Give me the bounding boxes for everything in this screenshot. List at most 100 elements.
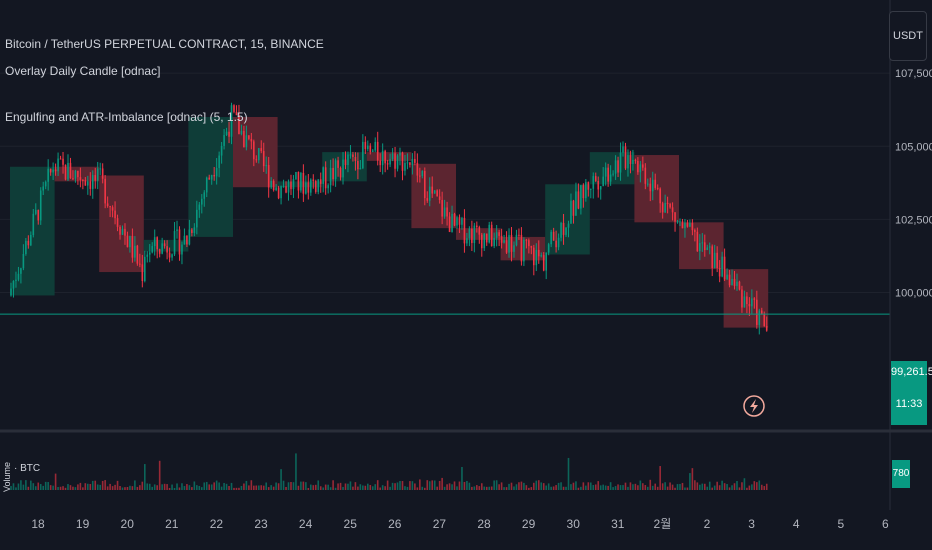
candle-body [374,141,377,151]
volume-bar [369,485,372,490]
volume-bar [453,481,456,490]
volume-bar [733,483,736,490]
candle-body [733,278,736,286]
candle-body [751,298,753,307]
candle-body [666,202,669,204]
candle-body [681,221,684,229]
volume-bar [741,482,743,490]
volume-bar [513,486,515,490]
volume-bar [225,483,228,490]
volume-bar [10,486,12,490]
volume-bar [44,481,47,490]
candle-body [493,237,495,247]
candle-body [381,150,384,166]
candle-body [443,207,446,217]
volume-bar [456,486,458,490]
candle-body [257,148,260,161]
volume-bar [537,480,540,490]
volume-bar [617,484,619,490]
volume-bar [592,485,595,490]
candle-body [622,146,624,153]
volume-bar [533,482,535,490]
volume-bar [654,483,657,490]
volume-bar [12,483,15,490]
x-tick-label: 4 [793,517,800,531]
volume-bar [20,480,22,490]
candle-body [604,167,607,177]
candle-body [634,159,637,161]
volume-bar [609,482,612,490]
lightning-icon[interactable] [743,395,765,417]
volume-bar [337,483,339,490]
volume-bar [124,487,126,490]
candle-body [124,228,126,236]
candle-body [30,234,32,246]
candle-body [141,264,144,282]
candle-body [426,198,429,201]
volume-bar [119,485,121,490]
candle-body [22,254,25,269]
volume-bar [503,487,505,490]
volume-bar [406,486,409,490]
candle-body [64,164,67,180]
volume-bar [262,485,265,490]
volume-bar [550,486,552,490]
currency-button[interactable]: USDT [889,11,927,61]
volume-bar [359,484,362,490]
candle-body [483,233,486,249]
candle-body [302,172,305,194]
candle-body [357,160,359,170]
indicator-legend-1[interactable]: Overlay Daily Candle [odnac] [5,64,161,78]
volume-bar [528,487,530,490]
candle-body [196,209,198,228]
candle-body [329,167,332,186]
volume-bar [280,469,282,490]
candle-body [711,246,714,268]
volume-bar [676,484,679,490]
volume-bar [570,484,572,490]
volume-bar [72,486,74,490]
indicator-legend-2[interactable]: Engulfing and ATR-Imbalance [odnac] (5, … [5,110,248,124]
volume-bar [384,486,386,490]
candle-body [153,237,156,247]
candle-body [535,249,538,266]
volume-bar [62,486,64,490]
candle-body [96,168,99,181]
volume-bar [260,485,263,490]
volume-bar [64,487,67,490]
volume-bar [91,480,94,490]
volume-bar [505,487,508,490]
volume-bar [290,481,292,490]
candle-body [694,230,696,232]
candle-body [664,202,666,213]
volume-bar [656,486,659,490]
candle-body [513,245,515,252]
volume-bars [10,453,768,490]
volume-bar [25,480,27,490]
volume-bar [139,485,141,490]
candle-body [582,185,585,199]
candle-body [401,152,404,171]
candle-body [188,229,191,245]
volume-bar [493,480,495,490]
volume-bar [765,483,768,490]
volume-bar [347,483,349,490]
volume-bar [381,485,384,490]
volume-bar [292,482,295,490]
candle-body [602,176,604,187]
volume-bar [602,484,604,490]
candle-body [671,207,674,213]
candle-body [689,222,691,227]
candle-body [359,168,362,170]
candle-body [265,165,268,167]
candle-body [550,231,552,245]
volume-bar [691,468,694,490]
volume-bar [547,483,550,490]
daily-candle-box [143,239,189,252]
volume-bar [141,481,144,490]
symbol-legend[interactable]: Bitcoin / TetherUS PERPETUAL CONTRACT, 1… [5,37,324,51]
candle-body [562,222,565,235]
volume-bar [144,464,146,490]
volume-bar [349,481,352,490]
